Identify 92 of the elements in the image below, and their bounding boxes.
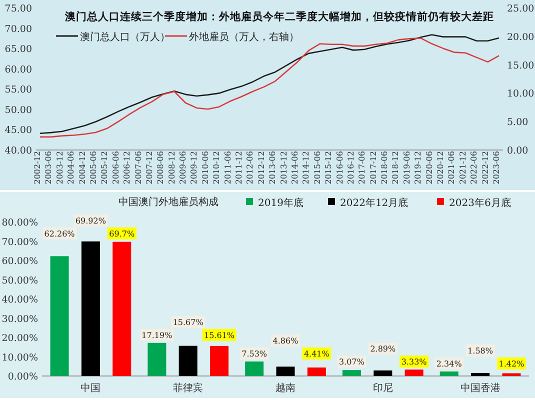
legend-label: 外地雇员（万人，右轴） bbox=[189, 31, 299, 43]
y2-tick-label: 0.00 bbox=[507, 146, 528, 156]
x-tick-label: 2016-12 bbox=[346, 151, 356, 184]
y-tick-label: 50.00% bbox=[2, 275, 38, 286]
y2-tick-label: 15.00 bbox=[507, 60, 534, 72]
data-label: 69.7% bbox=[109, 229, 135, 238]
x-tick-label: 2018-12 bbox=[391, 151, 400, 184]
x-tick-label: 2019-06 bbox=[402, 151, 412, 184]
y-tick-label: 75.00 bbox=[4, 4, 32, 14]
data-label: 4.86% bbox=[272, 336, 299, 346]
x-tick-label: 2012-06 bbox=[246, 151, 255, 184]
x-tick-label: 2007-06 bbox=[134, 151, 143, 184]
x-tick-label: 2014-12 bbox=[302, 151, 311, 184]
data-label: 2.34% bbox=[436, 359, 462, 368]
x-tick-label: 2004-06 bbox=[66, 151, 76, 184]
x-tick-label: 2009-12 bbox=[190, 151, 199, 184]
y-tick-label: 60.00% bbox=[2, 256, 38, 267]
y-tick-label: 70.00 bbox=[4, 24, 32, 35]
x-tick-label: 2016-06 bbox=[335, 151, 344, 184]
x-tick-label: 2008-06 bbox=[156, 151, 166, 184]
data-label: 1.42% bbox=[498, 359, 525, 368]
x-tick-label: 2017-12 bbox=[368, 151, 378, 184]
y-tick-label: 60.00 bbox=[4, 64, 32, 76]
x-tick-label: 2018-06 bbox=[380, 151, 390, 184]
legend-label: 2019年底 bbox=[258, 197, 304, 209]
x-tick-label: 2013-06 bbox=[268, 151, 278, 184]
data-label: 62.26% bbox=[44, 229, 76, 238]
y-tick-label: 30.00% bbox=[2, 314, 38, 325]
y2-tick-label: 5.00 bbox=[507, 117, 528, 128]
y-tick-label: 80.00% bbox=[2, 218, 38, 228]
x-tick-label: 2017-06 bbox=[358, 151, 367, 184]
x-tick-label: 越南 bbox=[276, 382, 296, 394]
x-tick-label: 2014-06 bbox=[290, 151, 300, 184]
x-tick-label: 2015-12 bbox=[324, 151, 334, 184]
x-tick-label: 菲律宾 bbox=[173, 382, 204, 394]
x-tick-label: 2023-06 bbox=[492, 151, 501, 184]
data-label: 4.41% bbox=[304, 350, 330, 359]
legend-label: 澳门总人口（万人） bbox=[80, 31, 170, 43]
data-label: 15.61% bbox=[204, 330, 235, 340]
x-tick-label: 2008-12 bbox=[167, 151, 176, 184]
x-tick-label: 2022-06 bbox=[470, 151, 479, 184]
x-tick-label: 2010-06 bbox=[200, 151, 210, 184]
data-label: 17.19% bbox=[142, 330, 173, 340]
x-tick-label: 2007-12 bbox=[144, 151, 154, 184]
x-tick-label: 2021-06 bbox=[447, 151, 456, 184]
y-tick-label: 50.00 bbox=[4, 104, 32, 116]
x-tick-label: 2020-06 bbox=[424, 151, 434, 184]
x-tick-label: 中国 bbox=[80, 382, 101, 394]
x-tick-label: 2013-12 bbox=[279, 151, 288, 184]
x-tick-label: 2022-12 bbox=[480, 151, 490, 184]
data-label: 3.07% bbox=[339, 358, 365, 367]
x-tick-label: 2019-12 bbox=[414, 151, 423, 184]
x-tick-label: 2009-06 bbox=[178, 151, 188, 184]
x-tick-label: 中国香港 bbox=[460, 382, 500, 394]
data-label: 2.89% bbox=[370, 344, 396, 354]
x-tick-label: 2012-12 bbox=[256, 151, 266, 184]
chart-title: 中国澳门外地雇员构成 bbox=[118, 196, 219, 208]
y-tick-label: 40.00% bbox=[2, 294, 38, 306]
data-label: 1.58% bbox=[468, 346, 494, 356]
y-tick-label: 20.00% bbox=[2, 333, 38, 344]
y-tick-label: 45.00 bbox=[4, 125, 32, 136]
x-tick-label: 2015-06 bbox=[312, 151, 322, 184]
x-tick-label: 2021-12 bbox=[458, 151, 468, 184]
x-tick-label: 2006-12 bbox=[122, 151, 132, 184]
x-tick-label: 2003-12 bbox=[55, 151, 64, 184]
x-tick-label: 2002-12 bbox=[33, 151, 42, 184]
legend-label: 2022年12月底 bbox=[340, 197, 408, 209]
x-tick-label: 2004-12 bbox=[78, 151, 87, 184]
data-label: 3.33% bbox=[401, 358, 428, 367]
data-label: 15.67% bbox=[172, 318, 204, 327]
y-tick-label: 0.00% bbox=[8, 372, 38, 382]
y-tick-label: 70.00% bbox=[2, 236, 38, 248]
data-label: 7.53% bbox=[242, 350, 268, 359]
legend-label: 2023年6月底 bbox=[449, 197, 511, 209]
x-tick-label: 2005-06 bbox=[88, 151, 98, 184]
x-tick-label: 2006-06 bbox=[111, 151, 120, 184]
y-tick-label: 10.00% bbox=[2, 352, 38, 364]
y-tick-label: 65.00 bbox=[4, 44, 32, 56]
x-tick-label: 印尼 bbox=[372, 382, 393, 394]
x-tick-label: 2011-06 bbox=[223, 151, 232, 184]
y2-tick-label: 25.00 bbox=[507, 4, 534, 14]
x-tick-label: 2003-06 bbox=[44, 151, 54, 184]
x-tick-label: 2010-12 bbox=[212, 151, 222, 184]
x-tick-label: 2011-12 bbox=[234, 151, 244, 184]
x-tick-label: 2005-12 bbox=[100, 151, 110, 184]
y2-tick-label: 10.00 bbox=[507, 88, 534, 100]
x-tick-label: 2020-12 bbox=[436, 151, 446, 184]
data-label: 69.92% bbox=[75, 216, 106, 226]
y-tick-label: 55.00 bbox=[4, 84, 32, 96]
y-tick-label: 40.00 bbox=[4, 146, 32, 156]
y2-tick-label: 20.00 bbox=[507, 32, 534, 43]
chart-title: 澳门总人口连续三个季度增加：外地雇员今年二季度大幅增加，但较疫情前仍有较大差距 bbox=[64, 10, 494, 23]
